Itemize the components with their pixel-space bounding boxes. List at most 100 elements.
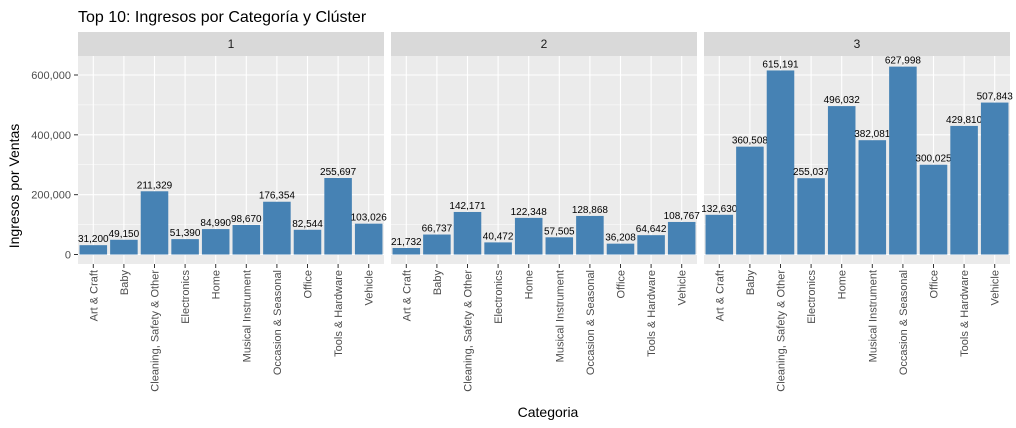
bar xyxy=(889,66,917,255)
bar xyxy=(110,239,138,255)
x-tick-label: Musical Instrument xyxy=(867,270,879,362)
y-tick-label: 600,000 xyxy=(31,70,71,82)
facet-strip xyxy=(78,32,384,56)
bar xyxy=(858,140,887,255)
data-label: 507,843 xyxy=(977,92,1014,103)
bar xyxy=(453,211,482,255)
data-label: 31,200 xyxy=(78,234,109,245)
chart-title: Top 10: Ingresos por Categoría y Clúster xyxy=(78,9,367,26)
facet-strip xyxy=(391,32,697,56)
facet-strip-label: 3 xyxy=(854,37,861,51)
x-tick-label: Home xyxy=(837,270,849,299)
data-label: 627,998 xyxy=(885,56,922,67)
y-tick-label: 400,000 xyxy=(31,130,71,142)
x-tick-label: Musical Instrument xyxy=(554,270,566,362)
data-label: 128,868 xyxy=(572,205,609,216)
x-tick-label: Office xyxy=(929,270,941,299)
data-label: 429,810 xyxy=(946,115,983,126)
bar xyxy=(667,221,696,255)
bar xyxy=(766,70,795,255)
bar xyxy=(705,214,734,255)
x-tick-label: Home xyxy=(524,270,536,299)
bar xyxy=(736,146,764,255)
plot-panel xyxy=(391,56,697,264)
data-label: 211,329 xyxy=(137,180,173,191)
data-label: 21,732 xyxy=(391,237,422,248)
bar xyxy=(919,164,948,255)
bar xyxy=(140,191,169,255)
x-tick-label: Cleaning, Safety & Other xyxy=(150,270,162,392)
data-label: 51,390 xyxy=(170,228,201,239)
bar xyxy=(263,201,291,255)
x-tick-label: Baby xyxy=(432,270,444,296)
bar xyxy=(514,217,543,255)
x-tick-label: Office xyxy=(303,270,315,299)
data-label: 40,472 xyxy=(483,231,514,242)
x-tick-label: Electronics xyxy=(806,270,818,324)
x-tick-label: Cleaning, Safety & Other xyxy=(776,270,788,392)
data-label: 132,630 xyxy=(701,204,738,215)
data-label: 122,348 xyxy=(511,207,548,218)
bar xyxy=(293,229,322,255)
bar xyxy=(637,235,665,255)
bar xyxy=(950,125,978,255)
data-label: 66,737 xyxy=(422,224,453,235)
x-tick-label: Cleaning, Safety & Other xyxy=(463,270,475,392)
x-tick-label: Art & Craft xyxy=(401,270,413,321)
data-label: 108,767 xyxy=(664,211,701,222)
bar xyxy=(392,247,421,255)
bar xyxy=(576,215,604,255)
x-tick-label: Tools & Hardware xyxy=(959,270,971,357)
x-tick-label: Tools & Hardware xyxy=(646,270,658,357)
bar xyxy=(980,102,1009,255)
x-tick-label: Electronics xyxy=(493,270,505,324)
x-tick-label: Musical Instrument xyxy=(241,270,253,362)
x-tick-label: Occasion & Seasonal xyxy=(898,270,910,375)
data-label: 64,642 xyxy=(636,224,667,235)
bar xyxy=(201,229,230,255)
data-label: 98,670 xyxy=(231,214,262,225)
data-label: 255,037 xyxy=(793,167,830,178)
x-tick-label: Vehicle xyxy=(990,270,1002,305)
bar xyxy=(232,224,261,255)
x-tick-label: Vehicle xyxy=(364,270,376,305)
data-label: 82,544 xyxy=(292,219,323,230)
bar xyxy=(484,242,512,255)
data-label: 49,150 xyxy=(109,229,140,240)
x-tick-label: Office xyxy=(616,270,628,299)
data-label: 496,032 xyxy=(824,95,861,106)
x-axis-title: Categoria xyxy=(518,404,579,420)
facet-strip-label: 2 xyxy=(541,37,548,51)
x-tick-label: Baby xyxy=(119,270,131,296)
data-label: 36,208 xyxy=(605,233,636,244)
bar xyxy=(545,237,574,255)
facet-strip xyxy=(704,32,1010,56)
bar xyxy=(797,178,825,255)
bar xyxy=(423,234,451,255)
x-tick-label: Home xyxy=(211,270,223,299)
data-label: 382,081 xyxy=(854,129,891,140)
facet-strip-label: 1 xyxy=(228,37,235,51)
bar xyxy=(79,245,108,255)
x-tick-label: Occasion & Seasonal xyxy=(272,270,284,375)
bar xyxy=(324,178,352,255)
y-axis-title: Ingresos por Ventas xyxy=(6,124,22,249)
bar xyxy=(171,239,199,255)
x-tick-label: Baby xyxy=(745,270,757,296)
bar xyxy=(354,223,383,255)
x-tick-label: Tools & Hardware xyxy=(333,270,345,357)
data-label: 84,990 xyxy=(200,218,231,229)
y-tick-label: 200,000 xyxy=(31,190,71,202)
x-tick-label: Art & Craft xyxy=(88,270,100,321)
y-tick-label: 0 xyxy=(65,250,71,262)
data-label: 360,508 xyxy=(732,136,769,147)
x-tick-label: Occasion & Seasonal xyxy=(585,270,597,375)
data-label: 300,025 xyxy=(915,154,952,165)
bar xyxy=(606,243,635,255)
x-tick-label: Vehicle xyxy=(677,270,689,305)
data-label: 142,171 xyxy=(449,201,486,212)
bar xyxy=(827,106,856,255)
data-label: 103,026 xyxy=(351,213,388,224)
